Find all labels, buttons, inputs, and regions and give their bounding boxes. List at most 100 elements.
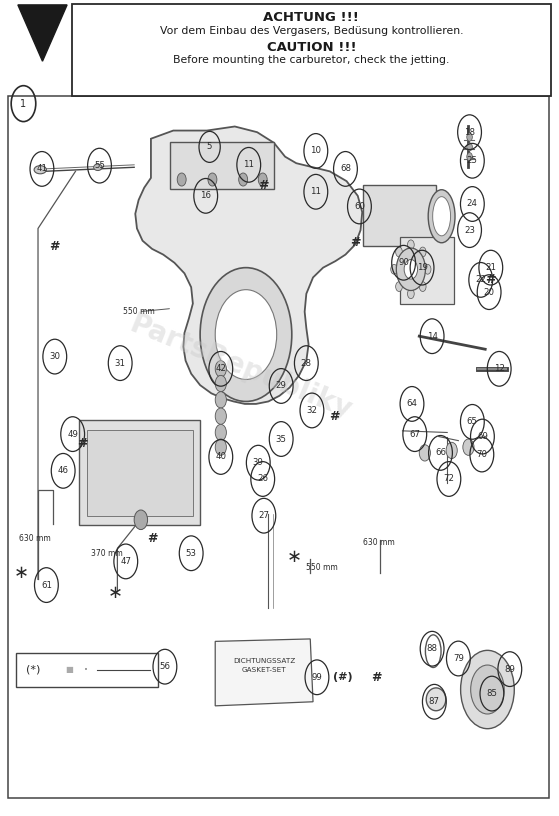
Text: 11: 11 <box>310 187 321 197</box>
Circle shape <box>461 650 514 729</box>
Text: #: # <box>350 236 360 249</box>
Circle shape <box>396 248 425 290</box>
Text: 65: 65 <box>467 417 478 427</box>
Text: ∗: ∗ <box>13 564 29 582</box>
Text: Vor dem Einbau des Vergasers, Bedüsung kontrollieren.: Vor dem Einbau des Vergasers, Bedüsung k… <box>160 26 463 36</box>
Text: #: # <box>147 532 157 545</box>
Text: 370 mm: 370 mm <box>92 548 123 558</box>
Text: 25: 25 <box>467 156 478 166</box>
Text: 1: 1 <box>21 99 26 109</box>
Text: 70: 70 <box>476 450 487 459</box>
Circle shape <box>424 264 431 274</box>
Text: 68: 68 <box>340 164 351 174</box>
Text: 26: 26 <box>257 474 268 484</box>
Text: 22: 22 <box>475 275 486 285</box>
Polygon shape <box>215 639 313 706</box>
Ellipse shape <box>427 688 446 711</box>
Text: 67: 67 <box>409 429 420 439</box>
Text: 41: 41 <box>36 164 48 174</box>
Circle shape <box>239 173 248 186</box>
Circle shape <box>134 510 148 530</box>
Text: 11: 11 <box>243 160 254 170</box>
Text: ∗: ∗ <box>287 548 302 565</box>
Ellipse shape <box>93 164 102 171</box>
Circle shape <box>408 240 414 250</box>
Text: 16: 16 <box>200 191 211 201</box>
Text: #: # <box>78 437 88 450</box>
Circle shape <box>215 361 226 377</box>
Circle shape <box>467 133 472 141</box>
Text: 47: 47 <box>120 557 131 566</box>
Circle shape <box>391 264 397 274</box>
FancyBboxPatch shape <box>400 237 454 304</box>
FancyBboxPatch shape <box>8 96 549 798</box>
Text: 630 mm: 630 mm <box>20 534 51 543</box>
Text: 39: 39 <box>253 458 264 468</box>
Text: 550 mm: 550 mm <box>306 562 337 572</box>
FancyBboxPatch shape <box>79 420 200 525</box>
Text: #: # <box>371 671 381 684</box>
Text: 21: 21 <box>485 263 496 273</box>
Circle shape <box>215 375 226 392</box>
Text: 28: 28 <box>301 358 312 368</box>
Text: ACHTUNG !!!: ACHTUNG !!! <box>263 11 359 24</box>
Text: Before mounting the carburetor, check the jetting.: Before mounting the carburetor, check th… <box>173 55 449 65</box>
Ellipse shape <box>34 166 46 174</box>
Text: 42: 42 <box>215 364 226 374</box>
Text: #: # <box>259 179 269 192</box>
Text: 27: 27 <box>258 511 269 521</box>
Text: 18: 18 <box>464 127 475 137</box>
Text: 56: 56 <box>159 662 170 672</box>
Polygon shape <box>18 5 67 61</box>
Text: 61: 61 <box>41 580 52 590</box>
Circle shape <box>396 282 402 291</box>
Text: 72: 72 <box>443 474 454 484</box>
Circle shape <box>215 408 226 424</box>
Text: 69: 69 <box>477 432 488 441</box>
Text: 66: 66 <box>435 448 446 458</box>
Text: 19: 19 <box>416 263 428 273</box>
Text: #: # <box>486 273 496 286</box>
Ellipse shape <box>433 197 451 236</box>
Text: #: # <box>329 410 339 423</box>
Text: 30: 30 <box>49 352 60 361</box>
Circle shape <box>215 290 277 379</box>
Text: 20: 20 <box>484 287 495 297</box>
Text: 64: 64 <box>406 399 418 409</box>
Text: 89: 89 <box>504 664 515 674</box>
Text: #: # <box>50 240 60 253</box>
Circle shape <box>408 289 414 299</box>
Circle shape <box>215 392 226 408</box>
Text: 53: 53 <box>186 548 197 558</box>
Circle shape <box>419 282 426 291</box>
Text: PartsRepubliky: PartsRepubliky <box>125 310 356 424</box>
Text: •: • <box>83 667 88 673</box>
FancyBboxPatch shape <box>72 4 551 96</box>
Text: 32: 32 <box>306 406 318 415</box>
FancyBboxPatch shape <box>16 653 158 687</box>
Circle shape <box>215 424 226 441</box>
Text: 630 mm: 630 mm <box>363 538 395 548</box>
Circle shape <box>467 143 472 151</box>
Text: 23: 23 <box>464 225 475 235</box>
Circle shape <box>208 173 217 186</box>
Circle shape <box>446 442 457 459</box>
Text: 31: 31 <box>115 358 126 368</box>
Ellipse shape <box>428 190 455 243</box>
Text: 79: 79 <box>453 654 464 663</box>
Text: ∗: ∗ <box>108 584 124 602</box>
Circle shape <box>177 173 186 186</box>
Text: 14: 14 <box>427 331 438 341</box>
Circle shape <box>200 268 292 401</box>
Circle shape <box>396 247 402 257</box>
Polygon shape <box>135 126 362 404</box>
Circle shape <box>467 153 472 161</box>
Text: 99: 99 <box>311 672 323 682</box>
FancyBboxPatch shape <box>170 142 274 189</box>
Circle shape <box>463 439 474 455</box>
Text: DICHTUNGSSATZ
GASKET-SET: DICHTUNGSSATZ GASKET-SET <box>233 659 296 673</box>
Circle shape <box>258 173 267 186</box>
Text: CAUTION !!!: CAUTION !!! <box>267 41 356 54</box>
FancyBboxPatch shape <box>363 185 436 246</box>
Text: ■: ■ <box>65 665 73 675</box>
